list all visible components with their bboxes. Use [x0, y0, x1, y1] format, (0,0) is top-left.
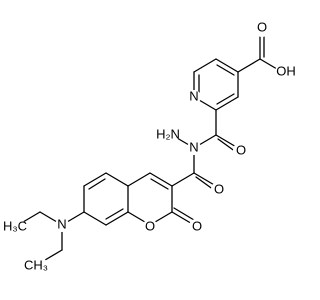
- bond: [150, 178, 169, 190]
- bond: [217, 138, 237, 153]
- bond: [193, 172, 217, 187]
- bond: [105, 208, 124, 220]
- bond: [237, 58, 261, 73]
- atom-label: O: [236, 142, 246, 157]
- bond: [171, 172, 195, 187]
- atom-label: H₃C: [3, 218, 27, 233]
- atom-label: H₂N: [156, 126, 180, 141]
- atom-label: O: [145, 218, 155, 233]
- bond: [215, 134, 239, 149]
- atom-label: O: [192, 218, 202, 233]
- bond: [215, 96, 239, 111]
- atom-label: O: [214, 181, 224, 196]
- bond: [173, 207, 195, 221]
- bond: [216, 93, 235, 105]
- bond: [216, 64, 235, 76]
- bond: [215, 58, 239, 73]
- bond: [105, 172, 129, 187]
- bond: [105, 211, 129, 226]
- atom-label: N: [189, 88, 198, 103]
- bond: [127, 172, 151, 187]
- atom-label: O: [257, 19, 267, 34]
- atom-labels: OH O N H₂N N O O N H₃C CH₃ O O: [3, 19, 296, 272]
- atom-label: N: [57, 216, 66, 231]
- bond: [88, 178, 106, 190]
- atom-label: OH: [276, 63, 296, 78]
- atom-label: CH₃: [24, 257, 48, 272]
- bond: [195, 176, 215, 191]
- atom-masks: [7, 23, 293, 274]
- bond: [193, 58, 217, 73]
- structure-diagram: OH O N H₂N N O O N H₃C CH₃ O O: [3, 19, 296, 274]
- bond: [149, 172, 173, 187]
- bond: [83, 211, 107, 226]
- bond: [83, 172, 107, 187]
- atom-label: N: [189, 139, 198, 154]
